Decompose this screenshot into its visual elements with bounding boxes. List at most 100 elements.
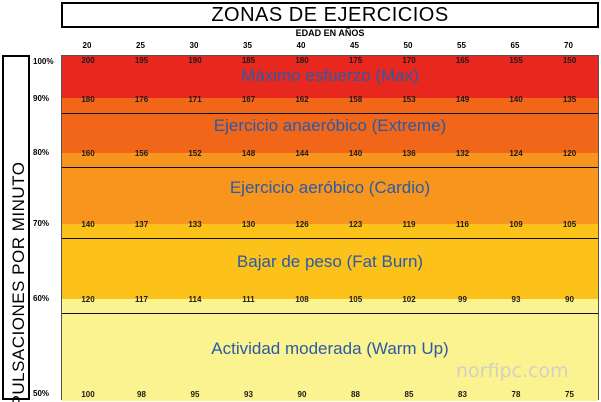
heart-rate-value: 144 [295, 149, 309, 158]
heart-rate-value: 83 [458, 390, 467, 399]
age-tick-30: 30 [189, 41, 199, 50]
percent-label-100%: 100% [33, 57, 54, 66]
heart-rate-value: 78 [511, 390, 521, 399]
heart-rate-value: 136 [402, 149, 416, 158]
zone-5 [62, 299, 598, 401]
heart-rate-value: 93 [511, 295, 521, 304]
age-tick-70: 70 [564, 41, 573, 50]
age-tick-35: 35 [243, 41, 252, 50]
heart-rate-value: 175 [348, 56, 363, 65]
heart-rate-value: 149 [455, 95, 470, 104]
heart-rate-value: 185 [241, 56, 256, 65]
heart-rate-value: 124 [509, 149, 523, 158]
heart-rate-value: 153 [402, 95, 416, 104]
heart-rate-value: 158 [348, 95, 363, 104]
heart-rate-value: 160 [81, 149, 95, 158]
percent-label-60%: 60% [33, 294, 50, 303]
zone-name-5: Actividad moderada (Warm Up) [211, 339, 449, 358]
heart-rate-value: 114 [188, 295, 202, 304]
age-tick-row: 20 25 30 35 40 45 50 55 65 70 [61, 41, 599, 53]
heart-rate-value: 111 [242, 295, 255, 304]
heart-rate-value: 140 [81, 220, 95, 229]
percent-label-70%: 70% [33, 219, 50, 228]
zone-line-70% [62, 238, 598, 239]
heart-rate-value: 155 [509, 56, 523, 65]
zone-name-3: Ejercicio aeróbico (Cardio) [229, 178, 431, 197]
heart-rate-value: 105 [348, 295, 363, 304]
heart-rate-value: 132 [455, 149, 470, 158]
age-tick-55: 55 [457, 41, 466, 50]
heart-rate-row-50%: 100 98 95 93 90 88 85 83 78 75 [62, 390, 598, 400]
heart-rate-value: 180 [81, 95, 95, 104]
heart-rate-value: 119 [402, 220, 416, 229]
heart-rate-value: 133 [188, 220, 202, 229]
heart-rate-value: 137 [134, 220, 149, 229]
heart-rate-row-90%: 180 176 171 167 162 158 153 149 140 135 [62, 95, 598, 105]
zone-1 [62, 56, 598, 98]
heart-rate-value: 140 [348, 149, 363, 158]
zone-name-4: Bajar de peso (Fat Burn) [236, 252, 424, 271]
heart-rate-value: 148 [241, 149, 256, 158]
heart-rate-value: 90 [565, 295, 574, 304]
heart-rate-value: 117 [135, 295, 148, 304]
heart-rate-value: 190 [188, 56, 202, 65]
heart-rate-value: 195 [134, 56, 149, 65]
zone-line-60% [62, 313, 598, 314]
heart-rate-row-70%: 140 137 133 130 126 123 119 116 109 105 [62, 220, 598, 230]
percent-label-90%: 90% [33, 94, 50, 103]
watermark: norfipc.com [456, 360, 569, 382]
heart-rate-value: 123 [348, 220, 363, 229]
heart-rate-value: 150 [562, 56, 577, 65]
zone-name-1: Máximo esfuerzo (Max) [241, 66, 419, 85]
age-tick-65: 65 [510, 41, 520, 50]
age-tick-25: 25 [136, 41, 145, 50]
age-tick-20: 20 [82, 41, 92, 50]
zone-4 [62, 224, 598, 299]
heart-rate-value: 100 [81, 390, 95, 399]
heart-rate-value: 130 [241, 220, 256, 229]
heart-rate-value: 180 [295, 56, 309, 65]
heart-rate-value: 85 [404, 390, 414, 399]
x-axis-label: EDAD EN AÑOS [295, 28, 365, 38]
heart-rate-value: 152 [188, 149, 202, 158]
y-axis-label: PULSACIONES POR MINUTO [9, 161, 28, 402]
heart-rate-value: 109 [509, 220, 523, 229]
heart-rate-value: 165 [455, 56, 470, 65]
age-tick-45: 45 [350, 41, 359, 50]
zone-line-80% [62, 167, 598, 168]
chart-title: ZONAS DE EJERCICIOS [61, 2, 599, 28]
heart-rate-value: 120 [562, 149, 577, 158]
heart-rate-row-80%: 160 156 152 148 144 140 136 132 124 120 [62, 149, 598, 159]
heart-rate-value: 200 [81, 56, 95, 65]
heart-rate-value: 75 [565, 390, 574, 399]
heart-rate-value: 98 [137, 390, 146, 399]
zone-3 [62, 153, 598, 224]
heart-rate-value: 88 [351, 390, 360, 399]
heart-rate-value: 95 [190, 390, 200, 399]
heart-rate-value: 90 [297, 390, 307, 399]
heart-rate-value: 105 [562, 220, 577, 229]
heart-rate-row-60%: 120 117 114 111 108 105 102 99 93 90 [62, 295, 598, 305]
y-axis-box: PULSACIONES POR MINUTO [2, 55, 30, 402]
percent-label-50%: 50% [33, 389, 50, 398]
heart-rate-value: 102 [402, 295, 416, 304]
heart-rate-value: 176 [134, 95, 149, 104]
heart-rate-value: 108 [295, 295, 309, 304]
age-tick-40: 40 [296, 41, 306, 50]
heart-rate-value: 140 [509, 95, 523, 104]
heart-rate-value: 99 [458, 295, 467, 304]
heart-rate-value: 170 [402, 56, 416, 65]
zone-line-90% [62, 113, 598, 114]
zones-plot: Máximo esfuerzo (Max) Ejercicio anaeróbic… [61, 55, 599, 401]
percent-label-80%: 80% [33, 148, 50, 157]
heart-rate-value: 126 [295, 220, 309, 229]
zone-2 [62, 98, 598, 153]
heart-rate-value: 156 [134, 149, 149, 158]
heart-rate-value: 93 [244, 390, 253, 399]
heart-rate-value: 167 [241, 95, 256, 104]
heart-rate-value: 120 [81, 295, 95, 304]
heart-rate-value: 116 [456, 220, 469, 229]
heart-rate-value: 162 [295, 95, 309, 104]
heart-rate-value: 135 [562, 95, 577, 104]
